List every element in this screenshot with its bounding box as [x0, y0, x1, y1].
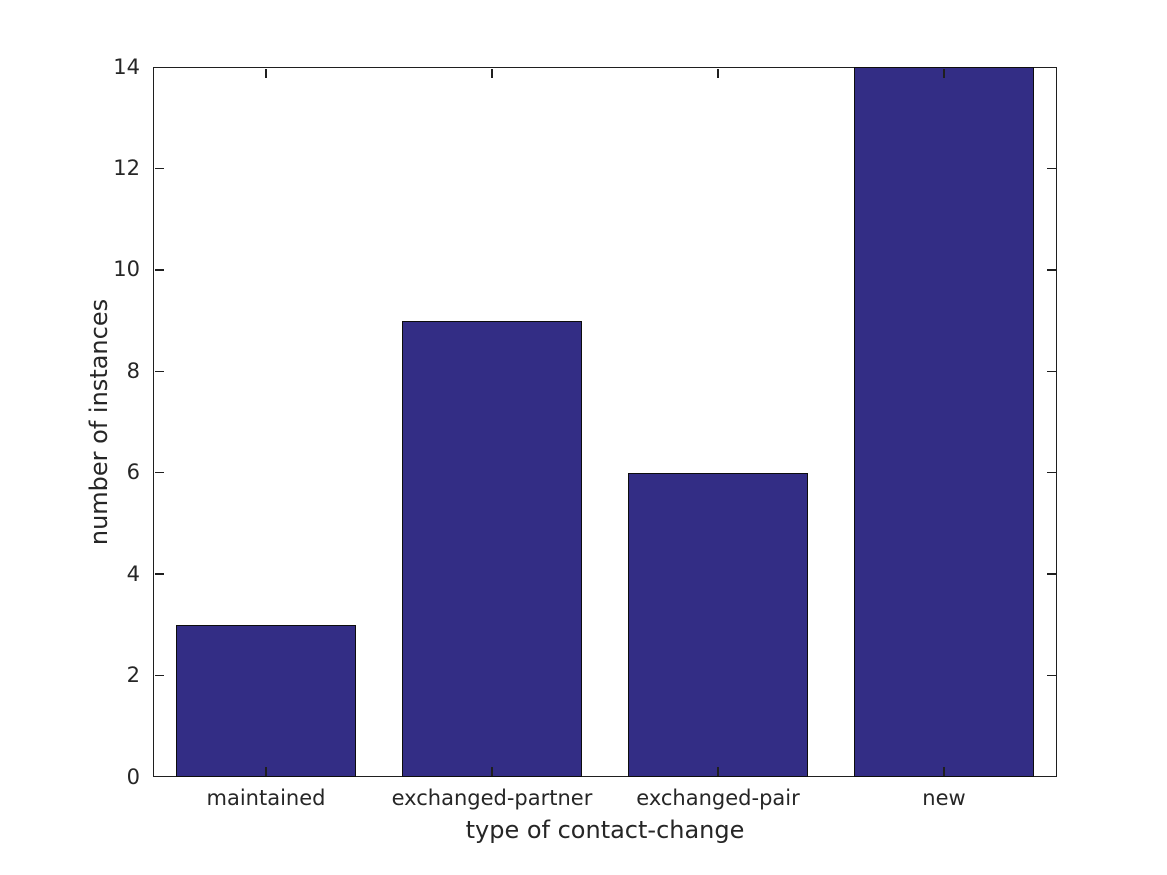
y-tick-mark: [154, 370, 164, 373]
x-tick-label: exchanged-partner: [391, 786, 593, 810]
bar-exchanged-pair: [627, 472, 809, 777]
y-tick-label: 8: [126, 358, 140, 383]
y-tick-mark: [1046, 370, 1056, 373]
bar-exchanged-partner: [401, 320, 583, 777]
x-tick-mark: [717, 68, 719, 78]
x-tick-mark: [265, 766, 267, 776]
y-tick-mark: [1046, 269, 1056, 271]
y-tick-mark: [1046, 471, 1056, 474]
x-tick-mark: [491, 766, 493, 776]
y-tick-label: 4: [126, 561, 140, 586]
y-tick-mark: [1046, 573, 1056, 575]
bar-new: [853, 67, 1035, 777]
y-tick-mark: [1046, 674, 1056, 677]
x-tick-mark: [491, 68, 493, 78]
y-tick-label: 0: [126, 764, 140, 789]
x-tick-mark: [265, 68, 267, 78]
y-tick-mark: [154, 573, 164, 575]
y-tick-label: 2: [126, 663, 140, 688]
y-tick-label: 6: [126, 460, 140, 485]
x-tick-label: maintained: [206, 786, 326, 810]
x-tick-label: exchanged-pair: [636, 786, 800, 810]
x-tick-label: new: [922, 786, 966, 810]
y-tick-label: 14: [113, 54, 140, 79]
y-tick-mark: [154, 269, 164, 271]
bar-maintained: [175, 624, 357, 777]
y-tick-label: 10: [113, 257, 140, 282]
x-tick-mark: [943, 766, 945, 776]
x-tick-mark: [943, 68, 945, 78]
x-axis-label: type of contact-change: [465, 816, 745, 844]
y-tick-mark: [154, 674, 164, 677]
y-tick-mark: [1046, 167, 1056, 170]
y-axis-label: number of instances: [85, 298, 113, 546]
y-tick-mark: [154, 471, 164, 474]
y-tick-mark: [154, 167, 164, 170]
x-tick-mark: [717, 766, 719, 776]
y-tick-label: 12: [113, 155, 140, 180]
